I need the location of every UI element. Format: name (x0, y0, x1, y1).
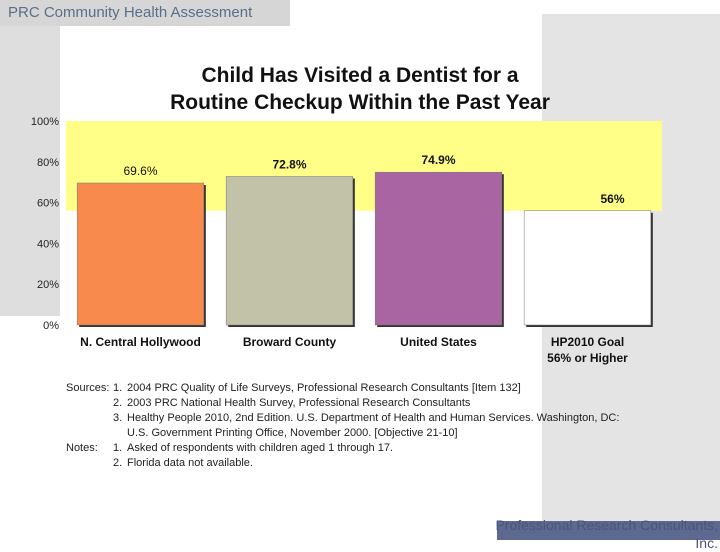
value-label: 56% (600, 192, 624, 206)
bar (374, 171, 503, 326)
y-tick-label: 100% (31, 116, 59, 128)
footer-bar (497, 521, 720, 540)
bar-chart: 0% 20% 40% 60% 80% 100% 69.6% N. Central Hollyw… (31, 116, 662, 365)
value-label: 72.8% (272, 157, 306, 171)
value-label: 69.6% (123, 164, 157, 178)
y-tick-label: 40% (37, 238, 59, 250)
bar (225, 176, 354, 326)
source-row-1: Sources: 1. 2004 PRC Quality of Life Sur… (66, 382, 521, 394)
sources-label: Sources: (66, 382, 110, 394)
y-tick-label: 60% (37, 198, 59, 210)
bar (76, 182, 205, 326)
category-label: United States (400, 335, 477, 349)
chart-title-line-2: Routine Checkup Within the Past Year (170, 91, 550, 114)
category-label: N. Central Hollywood (80, 335, 201, 349)
value-label: 74.9% (421, 153, 455, 167)
notes-label: Notes: (66, 442, 98, 454)
y-tick-label: 80% (37, 157, 59, 169)
source-text: 2004 PRC Quality of Life Surveys, Profes… (127, 382, 521, 394)
category-label: Broward County (243, 335, 337, 349)
category-sublabel: 56% or Higher (547, 351, 628, 365)
source-row-3-continued: U.S. Government Printing Office, Novembe… (127, 427, 458, 439)
source-row-3: 3. Healthy People 2010, 2nd Edition. U.S… (113, 412, 620, 424)
y-tick-label: 20% (37, 279, 59, 291)
category-label: HP2010 Goal (551, 335, 624, 349)
note-text: Asked of respondents with children aged … (127, 442, 394, 454)
bar (523, 210, 652, 326)
source-text: Healthy People 2010, 2nd Edition. U.S. D… (127, 412, 620, 424)
chart-title: Child Has Visited a Dentist for a Routin… (120, 62, 600, 116)
source-row-2: 2. 2003 PRC National Health Survey, Prof… (113, 397, 471, 409)
chart-title-line-1: Child Has Visited a Dentist for a (201, 64, 519, 87)
source-text: 2003 PRC National Health Survey, Profess… (127, 397, 471, 409)
y-tick-label: 0% (43, 320, 59, 332)
section-header: PRC Community Health Assessment (8, 4, 253, 21)
note-row-1: Notes: 1. Asked of respondents with chil… (66, 442, 394, 454)
footer-credit: Professional Research Consultants, Inc. (495, 517, 718, 551)
chart-notes: Sources: 1. 2004 PRC Quality of Life Sur… (66, 381, 619, 471)
note-row-2: 2. Florida data not available. (113, 457, 253, 469)
note-text: Florida data not available. (127, 457, 253, 469)
background-panel-left (0, 0, 60, 316)
header-bar (0, 0, 290, 26)
